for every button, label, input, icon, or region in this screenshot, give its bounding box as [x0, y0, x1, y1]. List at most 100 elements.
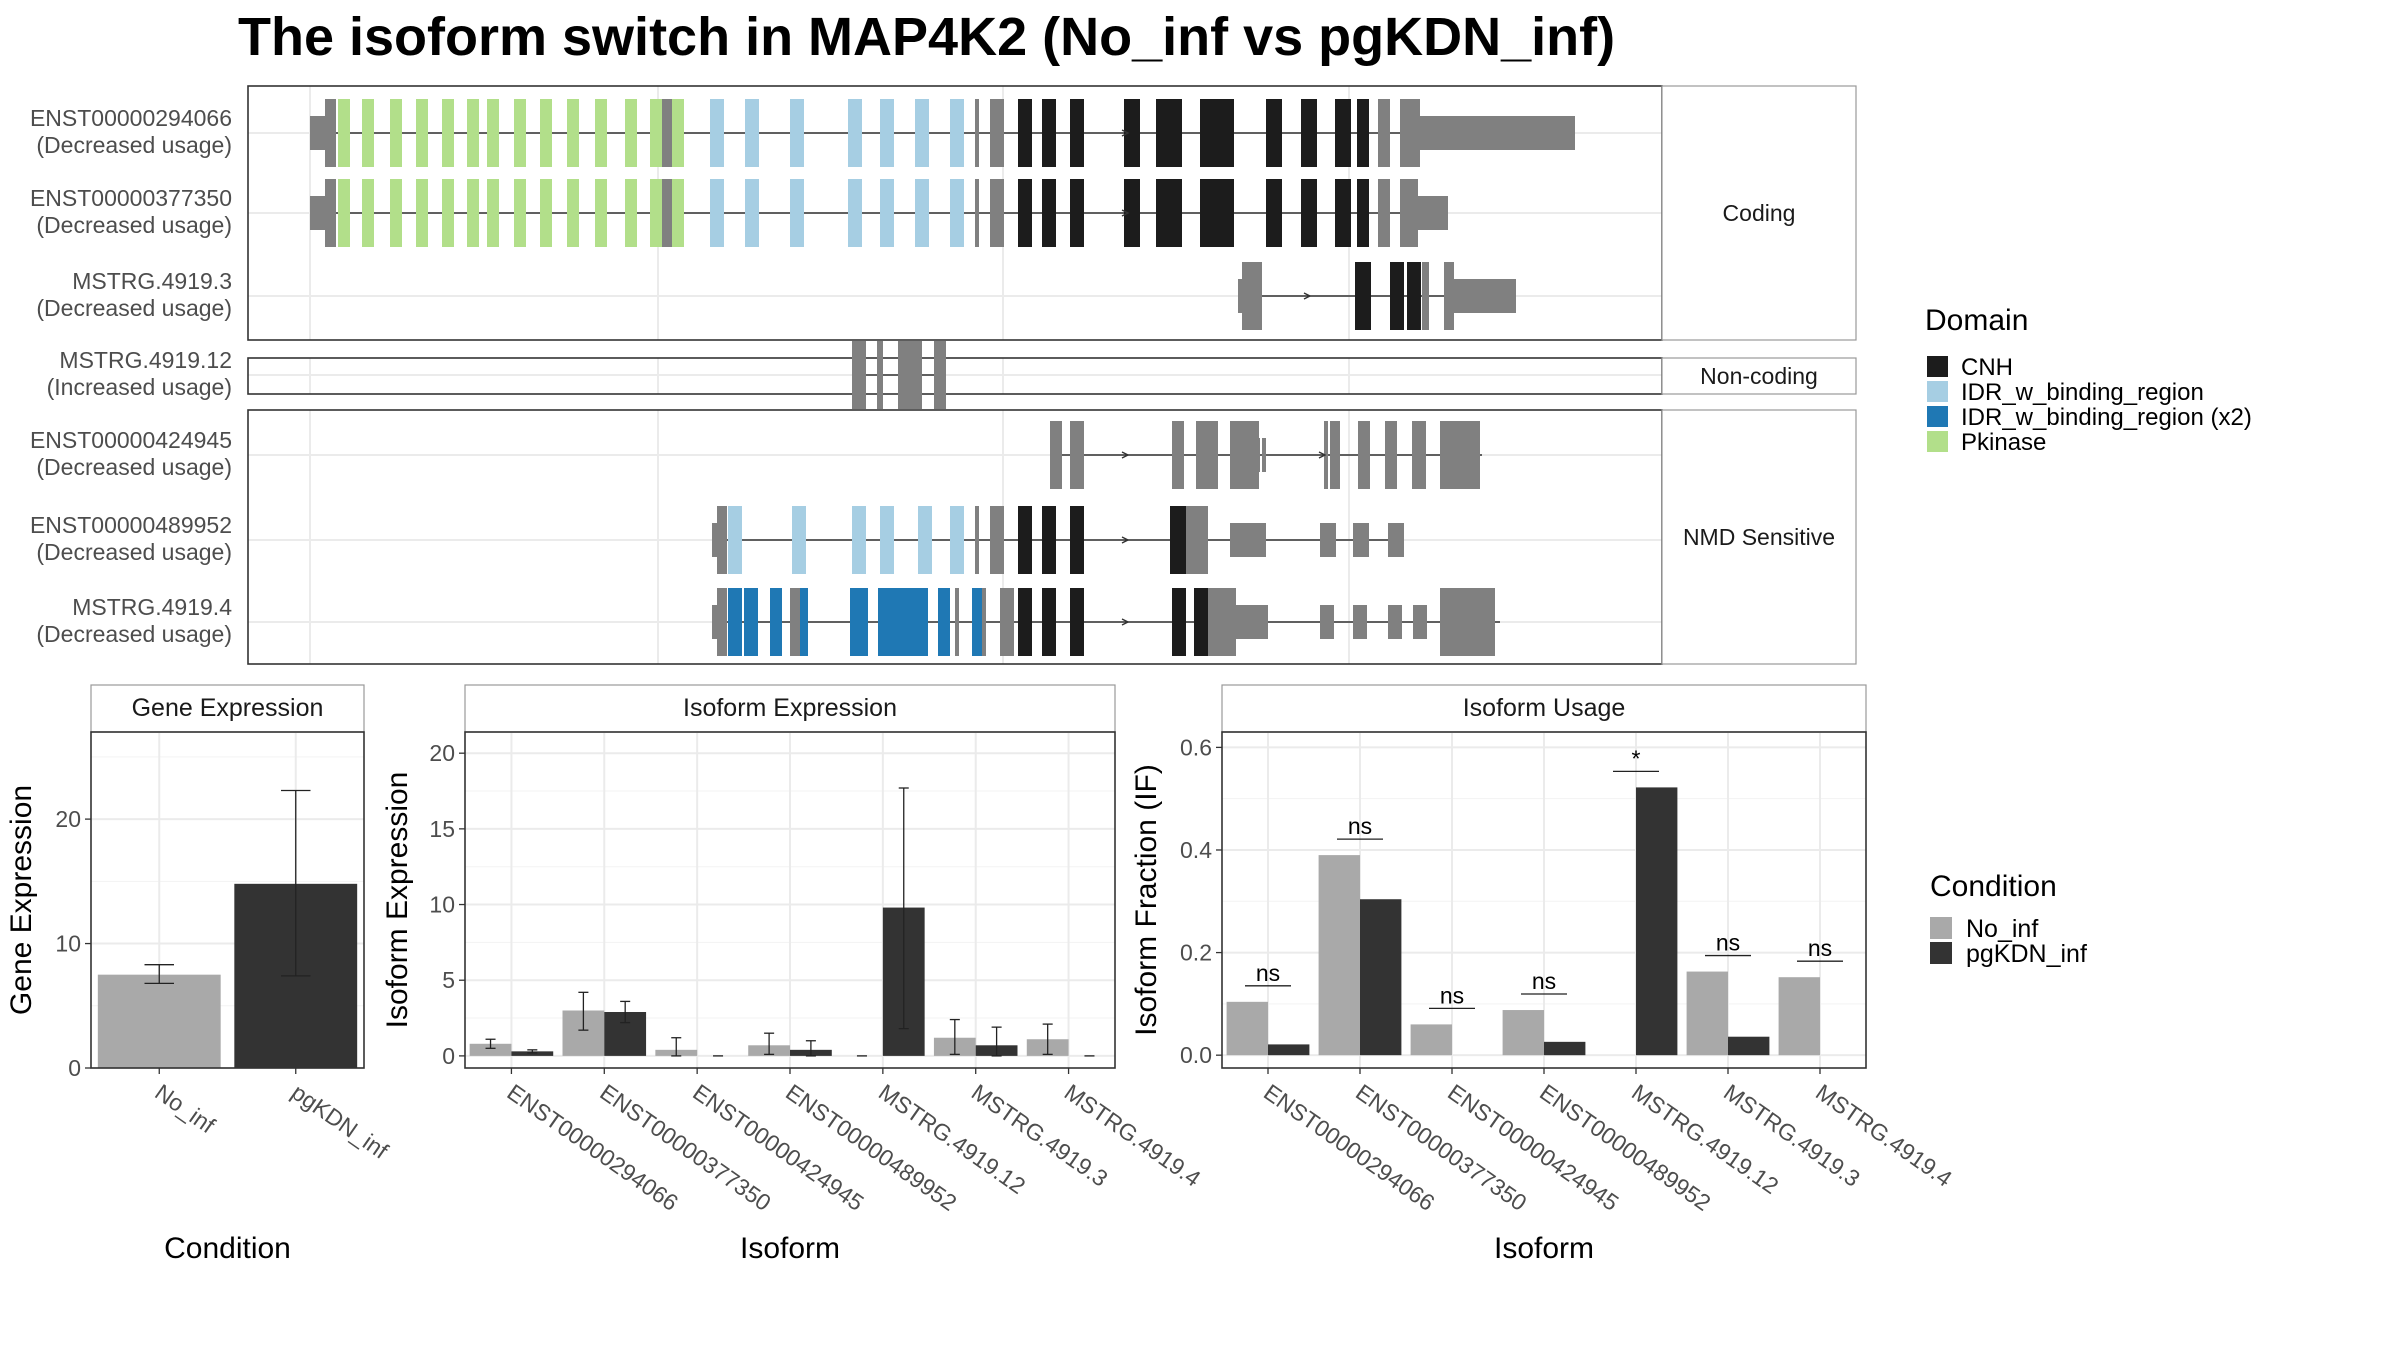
- exon: [338, 179, 350, 247]
- exon: [1454, 279, 1516, 313]
- chart-title: Isoform Usage: [1463, 694, 1626, 722]
- condition-legend-key: [1930, 917, 1952, 939]
- exon: [1124, 179, 1140, 247]
- exon: [1388, 605, 1402, 639]
- exon: [1390, 262, 1404, 330]
- intron-direction-arrow: [1318, 451, 1327, 459]
- exon: [514, 99, 526, 167]
- exon: [1301, 99, 1317, 167]
- domain-legend-key: [1927, 431, 1948, 452]
- exon: [1330, 421, 1340, 489]
- y-axis-title: Isoform Fraction (IF): [1130, 764, 1163, 1036]
- exon: [955, 588, 959, 656]
- exon: [1355, 262, 1371, 330]
- exon: [990, 99, 1004, 167]
- exon: [662, 99, 674, 167]
- transcript-structure-panel: Coding Non-coding NMD Sensitive ENST0000029…: [30, 85, 1857, 665]
- exon: [1418, 196, 1448, 230]
- exon: [934, 341, 946, 409]
- y-axis-title: Isoform Expression: [381, 772, 414, 1029]
- exon: [852, 341, 866, 409]
- domain-legend-key: [1927, 406, 1948, 427]
- y-tick-label: 15: [429, 816, 455, 842]
- exon: [848, 179, 862, 247]
- exon: [1042, 588, 1056, 656]
- exon: [1320, 523, 1336, 557]
- bar: [1318, 855, 1360, 1056]
- exon: [1420, 116, 1575, 150]
- exon: [1172, 588, 1186, 656]
- significance-label: ns: [1716, 930, 1740, 956]
- significance-label: *: [1632, 745, 1641, 771]
- isoform-expression-chart: Isoform Expression 0 5 10 15 20 ENST0000029406…: [381, 684, 1206, 1265]
- domain-legend-key: [1927, 381, 1948, 402]
- bar: [1728, 1036, 1770, 1056]
- isoform-id-label: ENST00000377350: [30, 185, 232, 211]
- exon: [362, 179, 374, 247]
- exon: [625, 179, 637, 247]
- isoform-id-label: ENST00000424945: [30, 427, 232, 453]
- exon: [790, 99, 804, 167]
- exon: [595, 179, 607, 247]
- exon: [1412, 421, 1426, 489]
- exon: [1242, 262, 1262, 330]
- exon: [1440, 588, 1495, 656]
- exon: [918, 506, 932, 574]
- y-tick-label: 0.6: [1180, 734, 1212, 760]
- x-axis-title: Condition: [164, 1232, 291, 1265]
- exon: [1200, 99, 1234, 167]
- exon: [442, 179, 454, 247]
- exon: [1358, 421, 1370, 489]
- isoform-usage-label: (Decreased usage): [36, 295, 232, 321]
- exon: [880, 179, 894, 247]
- y-tick-label: 0.4: [1180, 837, 1212, 863]
- facet-strip: [1661, 85, 1857, 341]
- exon: [915, 179, 929, 247]
- bar: [97, 974, 221, 1068]
- bar: [511, 1051, 554, 1056]
- facet-strip: [1661, 357, 1857, 395]
- exon: [770, 588, 782, 656]
- intron-direction-arrow: [1121, 129, 1130, 137]
- exon: [790, 588, 800, 656]
- exon: [975, 506, 979, 574]
- exon: [540, 179, 552, 247]
- isoform-id-label: MSTRG.4919.12: [59, 347, 232, 373]
- y-tick-label: 0: [442, 1043, 455, 1069]
- exon: [567, 179, 579, 247]
- exon: [1378, 179, 1390, 247]
- y-axis-title: Gene Expression: [5, 785, 38, 1015]
- exon: [745, 179, 759, 247]
- exon: [1262, 438, 1266, 472]
- exon: [1070, 99, 1084, 167]
- exon: [650, 99, 662, 167]
- exon: [1156, 99, 1182, 167]
- isoform-usage-label: (Decreased usage): [36, 212, 232, 238]
- exon: [1357, 179, 1369, 247]
- bar: [469, 1043, 512, 1056]
- exon: [1444, 262, 1454, 330]
- exon: [1422, 262, 1429, 330]
- intron-direction-arrow: [1121, 618, 1130, 626]
- exon: [467, 99, 479, 167]
- chart-title: Isoform Expression: [683, 694, 897, 722]
- isoform-usage-chart: Isoform Usage ns ns ns ns * ns ns 0.0 0.2 0.4 0.6 EN…: [1130, 684, 1957, 1265]
- figure-title: The isoform switch in MAP4K2 (No_inf vs …: [238, 7, 1615, 67]
- exon: [1018, 506, 1032, 574]
- exon: [310, 196, 325, 230]
- x-tick-label: ENST00000294066: [1259, 1079, 1439, 1216]
- exon: [950, 99, 964, 167]
- facet-strip-label: Non-coding: [1700, 363, 1818, 389]
- exon: [1400, 99, 1420, 167]
- exon: [878, 588, 928, 656]
- exon: [1018, 99, 1032, 167]
- exon: [950, 506, 964, 574]
- exon: [728, 588, 742, 656]
- exon: [487, 99, 499, 167]
- exon: [792, 506, 806, 574]
- facet-strip-label: Coding: [1723, 200, 1796, 226]
- exon: [672, 179, 684, 247]
- y-tick-label: 20: [429, 740, 455, 766]
- isoform-usage-label: (Increased usage): [47, 374, 232, 400]
- x-tick-label: ENST00000489952: [781, 1079, 961, 1216]
